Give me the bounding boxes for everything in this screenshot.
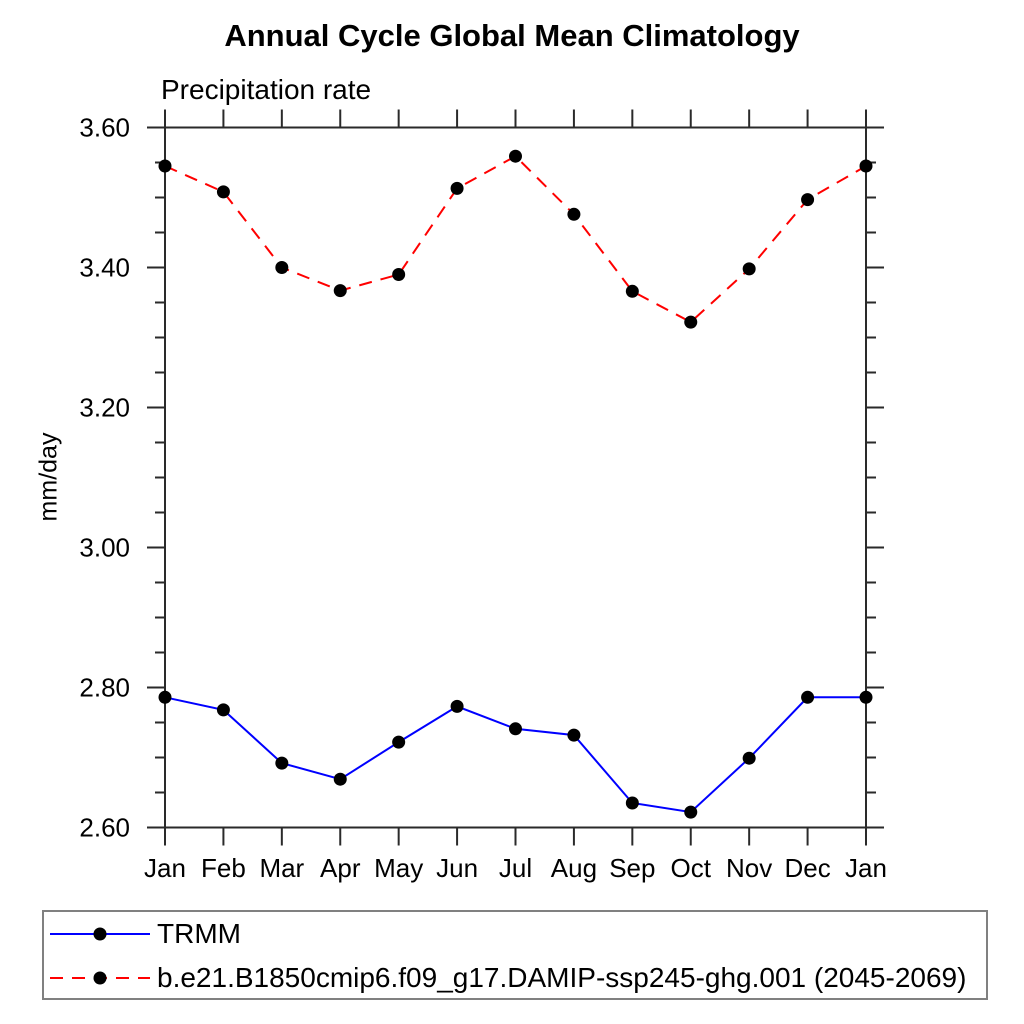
data-point-marker [684,805,698,819]
x-tick-label: May [374,853,423,883]
data-point-marker [567,207,581,221]
x-tick-label: Dec [784,853,830,883]
x-tick-label: Jul [499,853,532,883]
data-point-marker [509,149,522,163]
data-point-marker [450,699,464,713]
x-tick-label: Sep [609,853,655,883]
y-tick-label: 3.20 [79,393,130,423]
legend-label-model: b.e21.B1850cmip6.f09_g17.DAMIP-ssp245-gh… [157,962,967,993]
legend-box: TRMM b.e21.B1850cmip6.f09_g17.DAMIP-ssp2… [42,910,988,1000]
data-point-marker [684,315,698,329]
y-tick-label: 3.00 [79,533,130,563]
legend-item-trmm: TRMM [48,918,241,949]
x-tick-label: Mar [259,853,304,883]
x-tick-label: Jun [436,853,478,883]
x-tick-label: Jan [144,853,186,883]
data-point-marker [742,262,756,276]
data-point-marker [275,756,289,770]
x-tick-label: Feb [201,853,246,883]
x-tick-label: Apr [320,853,361,883]
data-point-marker [158,690,172,704]
data-point-marker [509,722,522,736]
x-tick-label: Oct [671,853,712,883]
data-point-marker [742,751,756,765]
data-point-marker [625,796,639,810]
model-dashed-line-sample-icon [50,971,150,985]
data-point-marker [158,159,172,173]
data-point-marker [392,268,406,281]
data-point-marker [567,728,581,742]
data-point-marker [450,181,464,195]
x-tick-label: Aug [551,853,597,883]
series-line-trmm [164,696,866,814]
data-point-marker [333,284,347,298]
legend-item-model: b.e21.B1850cmip6.f09_g17.DAMIP-ssp245-gh… [48,962,966,993]
y-tick-label: 2.60 [79,813,130,843]
data-point-marker [216,185,230,199]
y-tick-label: 3.40 [79,253,130,283]
chart-title: Annual Cycle Global Mean Climatology [224,18,800,53]
data-point-marker [625,284,639,298]
x-tick-label: Jan [845,853,887,883]
data-point-marker [859,159,873,173]
data-point-marker [216,703,230,717]
data-point-marker [333,772,347,786]
data-point-marker [392,735,406,749]
chart-subtitle: Precipitation rate [161,74,372,105]
data-point-marker [801,193,815,207]
data-point-marker [859,690,873,704]
y-tick-label: 3.60 [79,113,130,143]
trmm-line-sample-icon [50,927,150,941]
y-tick-label: 2.80 [79,673,130,703]
series-line-b [164,154,867,324]
legend-label-trmm: TRMM [157,918,241,949]
x-tick-label: Nov [726,853,772,883]
data-point-marker [275,261,289,274]
data-point-marker [801,690,815,704]
